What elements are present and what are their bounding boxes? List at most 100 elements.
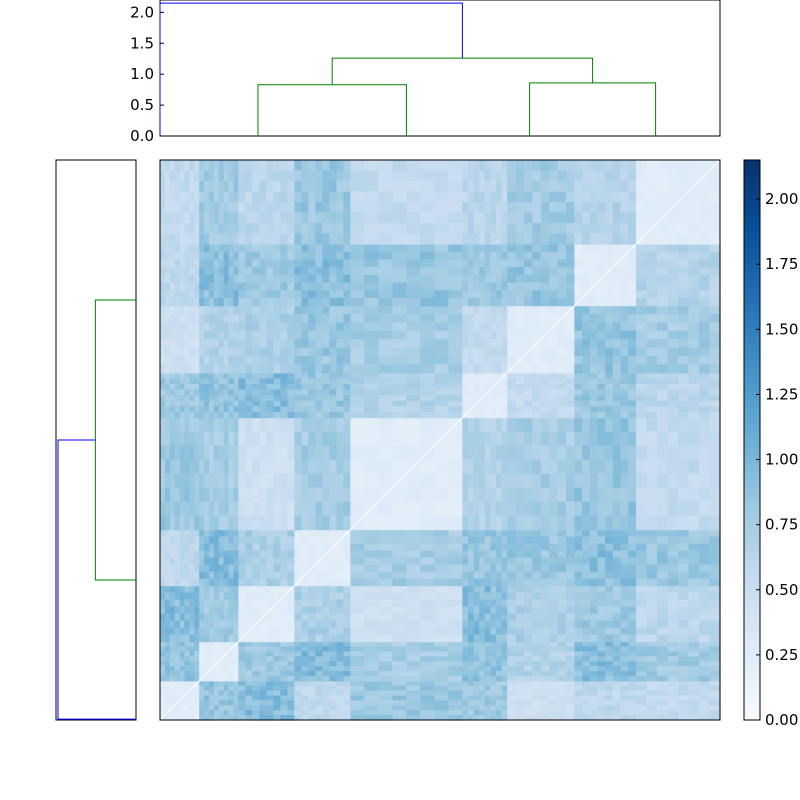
heatmap-cell [213,356,220,365]
heatmap-cell [490,473,497,489]
heatmap-cell [273,656,281,662]
heatmap-cell [213,372,220,379]
heatmap-cell [628,290,637,299]
heatmap-cell [266,651,274,657]
heatmap-cell [448,244,463,253]
heatmap-cell [287,705,295,711]
heatmap-cell [280,695,288,701]
heatmap-cell [709,267,721,276]
heatmap-cell [646,571,658,580]
heatmap-cell [420,406,435,413]
heatmap-cell [174,364,181,374]
heatmap-cell [688,431,700,447]
heatmap-cell [473,378,480,385]
heatmap-cell [315,685,323,692]
heatmap-cell [709,557,721,566]
heatmap-cell [620,564,629,573]
heatmap-cell [434,543,449,552]
heatmap-cell [245,191,253,203]
heatmap-cell [184,666,190,672]
heatmap-cell [252,680,260,687]
heatmap-cell [501,685,508,692]
heatmap-cell [667,400,679,407]
heatmap-cell [448,347,463,357]
heatmap-cell [329,571,337,580]
heatmap-cell [308,550,316,559]
heatmap-cell [343,244,351,253]
heatmap-cell [540,515,550,531]
heatmap-cell [315,305,323,315]
heatmap-cell [364,656,379,662]
heatmap-cell [566,529,575,538]
heatmap-cell [329,599,337,608]
heatmap-cell [218,322,225,332]
heatmap-cell [160,700,166,706]
heatmap-cell [597,389,606,396]
heatmap-cell [501,339,508,349]
heatmap-cell [468,634,475,643]
heatmap-cell [329,606,337,615]
heatmap-cell [589,627,599,636]
heatmap-cell [479,685,486,692]
heatmap-cell [218,378,225,385]
heatmap-cell [287,459,295,475]
heatmap-cell [228,536,235,545]
heatmap-cell [315,606,323,615]
heatmap-cell [605,459,614,475]
heatmap-cell [605,406,614,413]
heatmap-cell [532,259,542,268]
heatmap-cell [189,571,195,580]
heatmap-cell [636,259,648,268]
heatmap-cell [252,330,260,340]
heatmap-cell [549,550,559,559]
heatmap-cell [566,680,575,687]
heatmap-cell [245,406,253,413]
heatmap-cell [259,473,267,489]
heatmap-cell [667,671,679,677]
heatmap-cell [294,384,302,391]
heatmap-cell [496,191,503,203]
heatmap-cell [194,695,200,701]
heatmap-cell [420,384,435,391]
heatmap-cell [199,314,205,323]
heatmap-cell [322,473,330,489]
heatmap-cell [484,661,491,667]
heatmap-cell [462,634,469,643]
heatmap-cell [378,661,393,667]
heatmap-cell [507,406,517,413]
heatmap-cell [549,251,559,260]
heatmap-cell [392,592,407,601]
heatmap-cell [315,585,323,594]
heatmap-cell [343,202,351,214]
heatmap-cell [532,695,542,701]
heatmap-cell [160,529,166,538]
heatmap-cell [266,710,274,716]
heatmap-cell [245,529,253,538]
heatmap-cell [699,550,711,559]
heatmap-cell [280,170,288,182]
heatmap-cell [709,592,721,601]
heatmap-cell [179,314,186,323]
heatmap-cell [540,251,550,260]
heatmap-cell [343,666,351,672]
heatmap-cell [667,646,679,652]
heatmap-cell [343,290,351,299]
heatmap-cell [532,274,542,284]
heatmap-cell [434,395,449,402]
heatmap-cell [308,656,316,662]
heatmap-cell [245,282,253,291]
heatmap-cell [490,244,497,253]
heatmap-cell [646,412,658,419]
heatmap-cell [259,710,267,716]
heatmap-cell [636,487,648,503]
heatmap-cell [174,417,181,433]
heatmap-cell [238,314,246,323]
heatmap-cell [294,651,302,657]
heatmap-cell [350,710,365,716]
heatmap-cell [490,322,497,332]
heatmap-cell [294,274,302,284]
heatmap-cell [259,685,267,692]
heatmap-cell [574,389,583,396]
heatmap-cell [164,160,171,172]
heatmap-cell [448,666,463,672]
